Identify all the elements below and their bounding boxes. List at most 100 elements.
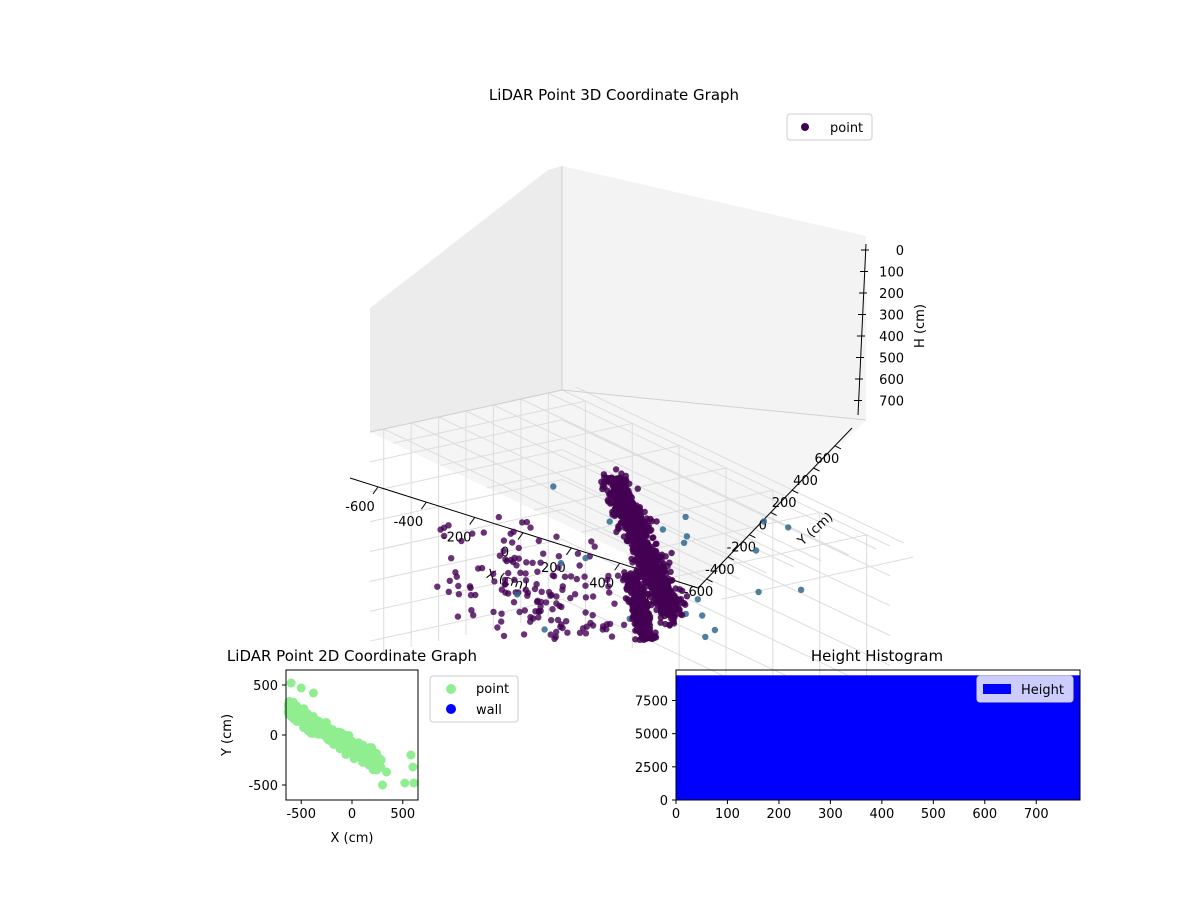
- tick-3d-y-mark: [727, 556, 735, 561]
- point-3d: [446, 577, 453, 584]
- point-3d: [599, 626, 606, 633]
- point-3d: [527, 618, 534, 625]
- tick-3d-x-mark: [565, 547, 572, 556]
- point-3d: [617, 509, 624, 516]
- tick-3d-z-label: 500: [879, 352, 904, 367]
- point-3d: [659, 574, 666, 582]
- point-3d: [551, 635, 558, 642]
- point-3d: [642, 615, 649, 622]
- tick-3d-z-label: 400: [879, 330, 904, 345]
- point-3d: [490, 570, 497, 578]
- grid-3d-floor-x: [580, 489, 773, 533]
- point-2d: [378, 780, 387, 790]
- tick-3d-y-label: 0: [759, 518, 767, 533]
- grid-3d-left-h: [369, 598, 563, 642]
- tick-hist-x-label: 300: [818, 807, 843, 822]
- point-3d: [797, 586, 805, 593]
- point-2d: [350, 747, 360, 757]
- tick-hist-y-label: 0: [660, 794, 668, 809]
- tick-hist-x-label: 200: [767, 807, 792, 822]
- point-3d: [606, 620, 614, 628]
- tick-3d-x-label: -400: [394, 515, 424, 530]
- point-3d: [631, 541, 638, 548]
- point-3d: [470, 612, 477, 619]
- point-3d: [605, 572, 612, 580]
- point-3d: [634, 485, 641, 492]
- chart-2d-legend: point wall: [429, 675, 519, 723]
- chart-3d-legend-box: [786, 113, 873, 141]
- point-3d: [606, 589, 613, 596]
- tick-2d-y-label: 500: [253, 679, 278, 694]
- point-3d: [638, 519, 646, 526]
- point-3d: [490, 608, 497, 616]
- point-3d: [495, 513, 502, 521]
- point-3d: [624, 531, 632, 539]
- tick-hist-y-label: 7500: [635, 695, 668, 710]
- point-3d: [683, 533, 691, 540]
- point-2d: [319, 719, 329, 729]
- point-3d: [621, 488, 628, 496]
- point-3d: [441, 524, 448, 531]
- point-3d: [635, 573, 643, 580]
- point-3d: [637, 629, 644, 637]
- point-3d: [452, 569, 459, 576]
- tick-3d-z-label: 200: [879, 287, 904, 302]
- point-3d: [537, 603, 544, 610]
- point-3d: [637, 507, 644, 515]
- grid-3d-floor-y: [548, 392, 877, 550]
- point-3d: [648, 518, 656, 525]
- point-3d: [628, 555, 635, 563]
- point-3d: [582, 554, 589, 562]
- point-2d: [308, 688, 318, 698]
- chart-histogram: Height Histogram 0 100 200 300 400 500 600 7000…: [635, 647, 1081, 822]
- point-3d: [755, 588, 762, 596]
- point-2d: [400, 778, 410, 788]
- point-3d: [455, 591, 463, 598]
- point-3d: [653, 606, 660, 613]
- point-3d: [611, 512, 618, 520]
- chart-3d-points: [434, 466, 805, 643]
- tick-3d-y-label: -400: [705, 563, 735, 578]
- tick-3d-x-mark: [469, 517, 476, 525]
- tick-2d-x-label: 500: [390, 807, 415, 822]
- point-3d: [632, 627, 639, 634]
- tick-3d-z-label: 100: [879, 266, 904, 281]
- point-3d: [550, 483, 557, 490]
- point-3d: [666, 621, 673, 628]
- grid-3d-floor-y: [520, 398, 850, 556]
- point-3d: [618, 470, 625, 477]
- grid-3d-left-h: [369, 419, 563, 463]
- point-3d: [454, 613, 462, 620]
- point-3d: [682, 513, 689, 521]
- point-3d: [534, 597, 541, 604]
- point-3d: [555, 553, 563, 560]
- tick-2d-x-label: 0: [348, 807, 356, 822]
- point-3d: [496, 552, 504, 559]
- point-3d: [662, 553, 669, 560]
- point-3d: [676, 586, 683, 593]
- point-3d: [535, 608, 543, 616]
- point-2d: [297, 705, 307, 714]
- point-3d: [576, 629, 584, 636]
- point-2d: [296, 683, 306, 693]
- point-3d: [576, 562, 583, 569]
- chart-2d-points: [283, 678, 419, 790]
- chart-3d-legend-label-point: point: [830, 121, 863, 136]
- point-3d: [516, 608, 523, 616]
- point-3d: [440, 532, 448, 540]
- point-3d: [500, 547, 507, 554]
- point-3d: [653, 561, 660, 569]
- point-3d: [480, 529, 487, 536]
- point-3d: [491, 578, 498, 585]
- grid-3d-back-h: [561, 538, 891, 696]
- point-3d: [642, 633, 649, 640]
- point-3d: [651, 550, 658, 558]
- point-3d: [583, 623, 590, 630]
- tick-3d-z-label: 0: [896, 244, 904, 259]
- histogram-legend-box: [976, 675, 1074, 703]
- tick-3d-x-mark: [614, 562, 621, 571]
- point-3d: [564, 629, 571, 636]
- point-3d: [630, 610, 638, 617]
- point-3d: [588, 538, 595, 545]
- point-2d: [286, 678, 296, 688]
